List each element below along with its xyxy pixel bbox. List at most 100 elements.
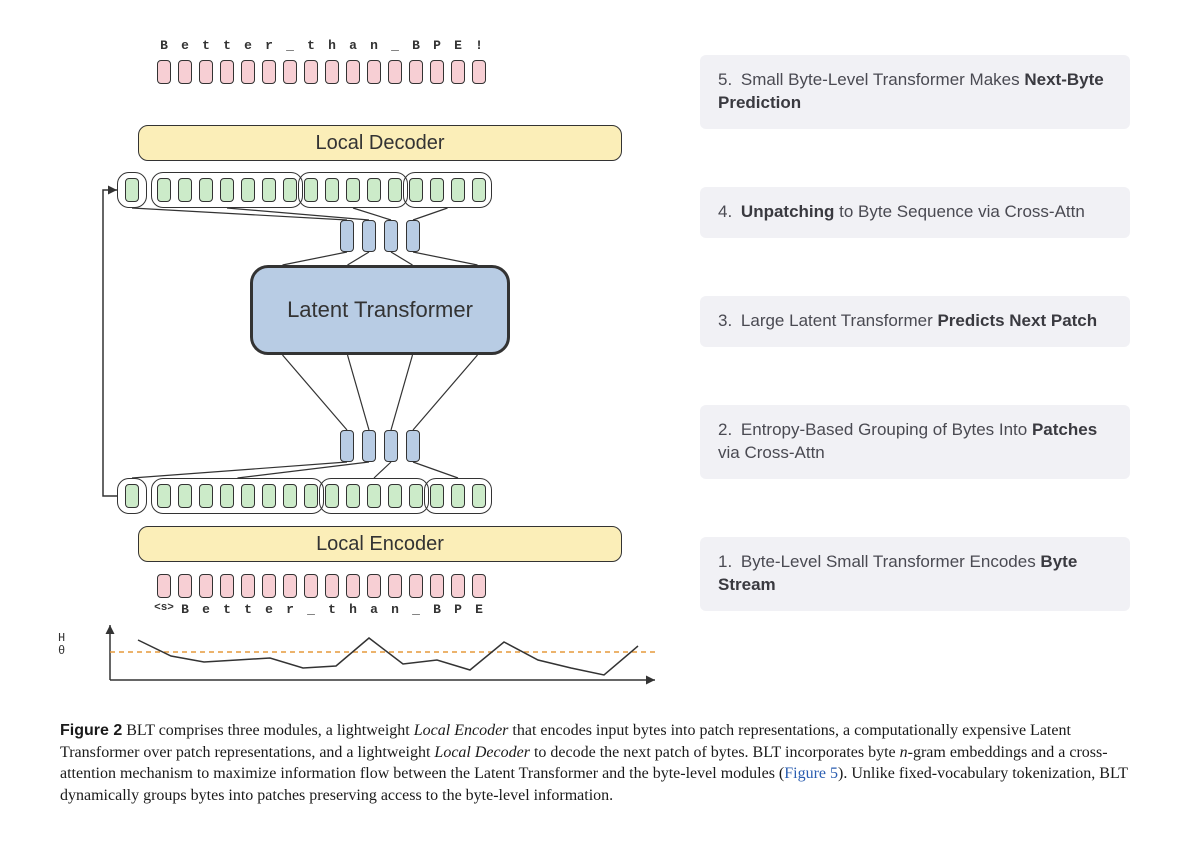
patch-row-bottom <box>90 430 670 462</box>
byte-box <box>241 60 255 84</box>
patch-token <box>406 220 420 252</box>
byte-label: n <box>367 38 381 53</box>
byte-box-green <box>178 178 192 202</box>
caption-text: BLT comprises three modules, a lightweig… <box>60 722 1128 804</box>
byte-label: <s> <box>149 602 179 617</box>
patch-token <box>362 220 376 252</box>
byte-box <box>304 574 318 598</box>
byte-box <box>346 60 360 84</box>
byte-box-green <box>125 484 139 508</box>
byte-box-green <box>199 484 213 508</box>
byte-box-green <box>472 178 486 202</box>
step-card: 5. Small Byte-Level Transformer Makes Ne… <box>700 55 1130 129</box>
byte-box-green <box>409 178 423 202</box>
byte-label: P <box>451 602 465 617</box>
byte-label: e <box>262 602 276 617</box>
patch-token <box>340 430 354 462</box>
byte-box <box>451 60 465 84</box>
byte-box <box>220 574 234 598</box>
byte-box-green <box>262 178 276 202</box>
byte-box-green <box>241 178 255 202</box>
step-card: 2. Entropy-Based Grouping of Bytes Into … <box>700 405 1130 479</box>
patch-row-top <box>90 220 670 252</box>
byte-box <box>451 574 465 598</box>
latent-label: Latent Transformer <box>287 297 473 323</box>
byte-box <box>262 574 276 598</box>
byte-box-green <box>125 178 139 202</box>
byte-label: _ <box>388 38 402 53</box>
byte-label: t <box>304 38 318 53</box>
diagram-area: Better_than_BPE! Local Decoder Latent Tr… <box>90 20 670 700</box>
byte-box-green <box>178 484 192 508</box>
local-encoder-label: Local Encoder <box>316 533 444 556</box>
byte-box-green <box>367 484 381 508</box>
latent-transformer-block: Latent Transformer <box>250 265 510 355</box>
byte-box-green <box>325 484 339 508</box>
byte-box <box>220 60 234 84</box>
byte-box <box>304 60 318 84</box>
byte-box-green <box>199 178 213 202</box>
byte-label: B <box>409 38 423 53</box>
local-decoder-label: Local Decoder <box>316 132 445 155</box>
byte-label: t <box>325 602 339 617</box>
bottom-byte-row <box>157 574 486 598</box>
byte-label: E <box>451 38 465 53</box>
patch-token <box>406 430 420 462</box>
byte-label: E <box>472 602 486 617</box>
step-card: 1. Byte-Level Small Transformer Encodes … <box>700 537 1130 611</box>
patch-token <box>384 430 398 462</box>
top-byte-labels: Better_than_BPE! <box>157 38 486 53</box>
byte-label: r <box>262 38 276 53</box>
steps-panel: 5. Small Byte-Level Transformer Makes Ne… <box>700 55 1130 669</box>
byte-box-green <box>325 178 339 202</box>
byte-label: h <box>346 602 360 617</box>
byte-box-green <box>451 484 465 508</box>
byte-box <box>388 60 402 84</box>
byte-box <box>178 574 192 598</box>
local-encoder-block: Local Encoder <box>138 526 622 562</box>
byte-box-green <box>430 178 444 202</box>
byte-box <box>283 574 297 598</box>
byte-box-green <box>157 484 171 508</box>
byte-label: t <box>220 38 234 53</box>
byte-box-green <box>220 484 234 508</box>
byte-box <box>157 574 171 598</box>
figure-caption: Figure 2 BLT comprises three modules, a … <box>60 720 1140 806</box>
local-decoder-block: Local Decoder <box>138 125 622 161</box>
step-card: 4. Unpatching to Byte Sequence via Cross… <box>700 187 1130 238</box>
byte-box <box>388 574 402 598</box>
byte-label: e <box>241 38 255 53</box>
byte-label: e <box>178 38 192 53</box>
byte-box <box>472 574 486 598</box>
byte-box <box>325 60 339 84</box>
byte-box-green <box>451 178 465 202</box>
figure-number: Figure 2 <box>60 722 122 739</box>
byte-box-green <box>283 484 297 508</box>
byte-box-green <box>304 484 318 508</box>
byte-label: B <box>157 38 171 53</box>
bottom-byte-labels: <s>Better_than_BPE <box>157 602 486 617</box>
byte-label: t <box>220 602 234 617</box>
patch-token <box>384 220 398 252</box>
byte-box <box>367 60 381 84</box>
byte-label: t <box>241 602 255 617</box>
byte-label: a <box>367 602 381 617</box>
byte-label: e <box>199 602 213 617</box>
byte-box <box>346 574 360 598</box>
byte-box <box>325 574 339 598</box>
byte-label: a <box>346 38 360 53</box>
byte-box <box>178 60 192 84</box>
byte-box-green <box>157 178 171 202</box>
byte-box <box>157 60 171 84</box>
byte-label: t <box>199 38 213 53</box>
byte-label: _ <box>283 38 297 53</box>
byte-box <box>199 60 213 84</box>
byte-box-green <box>241 484 255 508</box>
byte-box-green <box>346 178 360 202</box>
byte-box <box>430 60 444 84</box>
byte-box-green <box>430 484 444 508</box>
byte-label: h <box>325 38 339 53</box>
byte-label: B <box>430 602 444 617</box>
byte-box <box>472 60 486 84</box>
top-byte-row <box>157 60 486 84</box>
